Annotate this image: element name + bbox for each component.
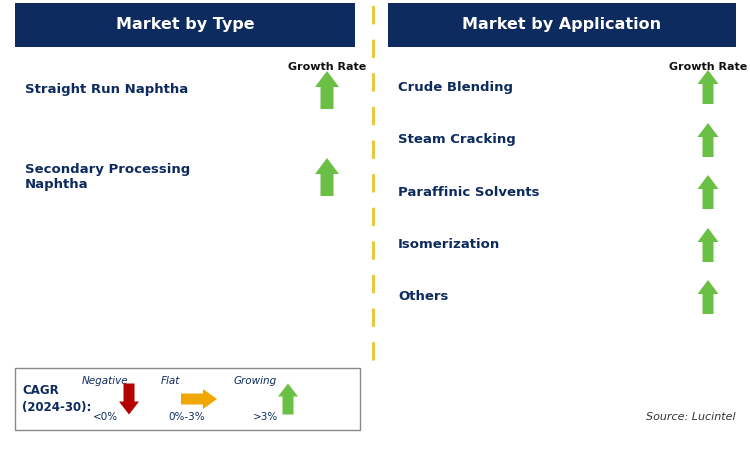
Polygon shape [698, 70, 718, 104]
Polygon shape [278, 384, 298, 415]
Text: Steam Cracking: Steam Cracking [398, 133, 516, 147]
Text: Market by Application: Market by Application [463, 17, 662, 32]
Text: >3%: >3% [252, 412, 278, 422]
Text: Paraffinic Solvents: Paraffinic Solvents [398, 186, 539, 198]
Text: Others: Others [398, 290, 448, 303]
FancyBboxPatch shape [388, 3, 736, 47]
Text: Isomerization: Isomerization [398, 238, 500, 252]
Polygon shape [119, 384, 139, 415]
Text: Crude Blending: Crude Blending [398, 81, 513, 93]
Text: Growing: Growing [233, 376, 277, 386]
Polygon shape [315, 71, 339, 109]
Text: (2024-30):: (2024-30): [22, 401, 92, 415]
FancyBboxPatch shape [15, 3, 355, 47]
Text: Negative: Negative [82, 376, 128, 386]
Text: <0%: <0% [92, 412, 118, 422]
Text: CAGR: CAGR [22, 384, 58, 396]
Polygon shape [181, 389, 217, 409]
Polygon shape [698, 175, 718, 209]
Text: Straight Run Naphtha: Straight Run Naphtha [25, 84, 188, 96]
Polygon shape [698, 123, 718, 157]
FancyBboxPatch shape [15, 368, 360, 430]
Text: Flat: Flat [160, 376, 180, 386]
Polygon shape [698, 228, 718, 262]
Polygon shape [315, 158, 339, 196]
Text: Market by Type: Market by Type [116, 17, 254, 32]
Text: Growth Rate: Growth Rate [288, 62, 366, 72]
Text: Source: Lucintel: Source: Lucintel [646, 412, 736, 422]
Text: 0%-3%: 0%-3% [169, 412, 206, 422]
Polygon shape [698, 280, 718, 314]
Text: Growth Rate: Growth Rate [669, 62, 747, 72]
Text: Secondary Processing
Naphtha: Secondary Processing Naphtha [25, 163, 190, 191]
